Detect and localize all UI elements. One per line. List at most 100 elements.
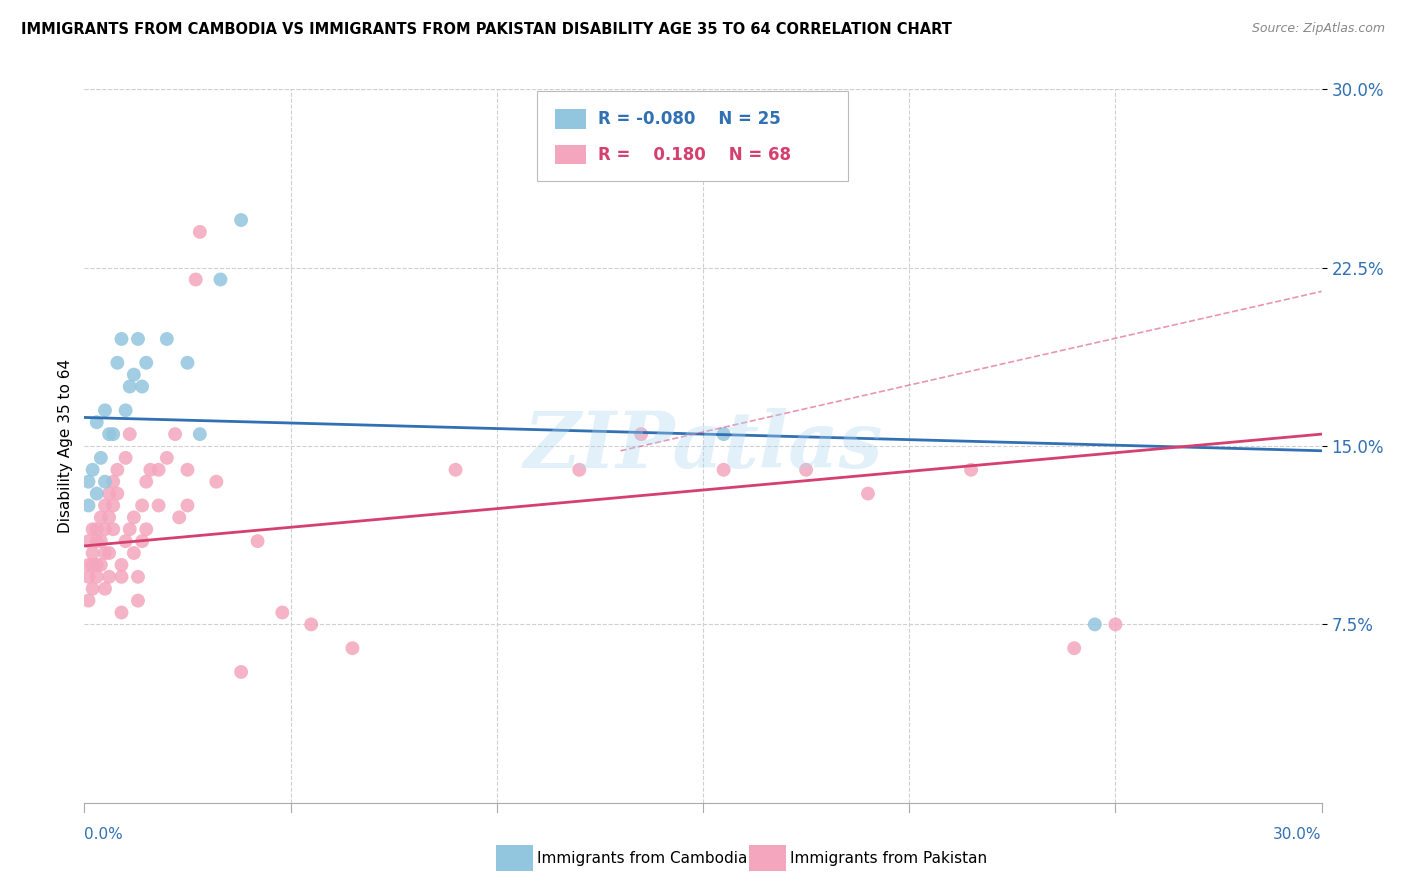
- Point: [77, 499, 100, 513]
- Point: [127, 593, 149, 607]
- Point: [86, 486, 108, 500]
- Point: [98, 510, 121, 524]
- Point: [103, 499, 125, 513]
- Point: [131, 379, 153, 393]
- Point: [82, 558, 104, 572]
- Point: [135, 522, 157, 536]
- Point: [960, 463, 983, 477]
- Point: [114, 534, 136, 549]
- Point: [342, 641, 364, 656]
- Point: [94, 475, 117, 489]
- Point: [77, 570, 100, 584]
- Point: [86, 522, 108, 536]
- Point: [167, 510, 190, 524]
- Point: [82, 463, 104, 477]
- Point: [122, 510, 145, 524]
- Point: [148, 463, 170, 477]
- Point: [94, 499, 117, 513]
- Point: [114, 450, 136, 465]
- Point: [127, 570, 149, 584]
- Point: [118, 379, 141, 393]
- Point: [148, 499, 170, 513]
- Point: [713, 463, 735, 477]
- Point: [444, 463, 467, 477]
- Point: [229, 213, 252, 227]
- Point: [105, 486, 128, 500]
- Text: 30.0%: 30.0%: [1274, 827, 1322, 841]
- Point: [114, 403, 136, 417]
- Point: [131, 499, 153, 513]
- Point: [77, 534, 100, 549]
- Point: [131, 534, 153, 549]
- Text: 0.0%: 0.0%: [84, 827, 124, 841]
- Point: [110, 332, 132, 346]
- Point: [568, 463, 591, 477]
- Point: [86, 415, 108, 429]
- Point: [856, 486, 879, 500]
- Text: Immigrants from Cambodia: Immigrants from Cambodia: [537, 851, 748, 865]
- Point: [82, 582, 104, 596]
- Point: [188, 427, 211, 442]
- Text: R = -0.080    N = 25: R = -0.080 N = 25: [598, 110, 780, 128]
- Point: [118, 427, 141, 442]
- Point: [713, 427, 735, 442]
- Y-axis label: Disability Age 35 to 64: Disability Age 35 to 64: [58, 359, 73, 533]
- Point: [110, 606, 132, 620]
- Point: [135, 356, 157, 370]
- Point: [139, 463, 162, 477]
- Point: [184, 272, 207, 286]
- Point: [209, 272, 232, 286]
- Point: [205, 475, 228, 489]
- Point: [156, 332, 179, 346]
- Point: [90, 558, 112, 572]
- Point: [1063, 641, 1085, 656]
- Point: [794, 463, 817, 477]
- Point: [1104, 617, 1126, 632]
- Point: [110, 558, 132, 572]
- Text: ZIPatlas: ZIPatlas: [523, 408, 883, 484]
- Point: [94, 522, 117, 536]
- Point: [135, 475, 157, 489]
- Point: [122, 368, 145, 382]
- Point: [229, 665, 252, 679]
- Point: [90, 510, 112, 524]
- Point: [90, 534, 112, 549]
- Point: [77, 475, 100, 489]
- Point: [82, 546, 104, 560]
- Point: [299, 617, 322, 632]
- Text: Source: ZipAtlas.com: Source: ZipAtlas.com: [1251, 22, 1385, 36]
- Point: [165, 427, 187, 442]
- Text: Immigrants from Pakistan: Immigrants from Pakistan: [790, 851, 987, 865]
- Point: [77, 593, 100, 607]
- Point: [94, 546, 117, 560]
- Point: [105, 463, 128, 477]
- Point: [176, 499, 198, 513]
- Point: [90, 450, 112, 465]
- Text: R =    0.180    N = 68: R = 0.180 N = 68: [598, 145, 790, 163]
- Point: [176, 356, 198, 370]
- Point: [127, 332, 149, 346]
- Point: [94, 403, 117, 417]
- Point: [86, 570, 108, 584]
- Point: [118, 522, 141, 536]
- Point: [86, 558, 108, 572]
- Point: [98, 427, 121, 442]
- Point: [122, 546, 145, 560]
- Point: [271, 606, 294, 620]
- Point: [86, 534, 108, 549]
- Point: [105, 356, 128, 370]
- Point: [188, 225, 211, 239]
- Point: [630, 427, 652, 442]
- Point: [1084, 617, 1107, 632]
- Point: [94, 582, 117, 596]
- Point: [103, 475, 125, 489]
- Point: [156, 450, 179, 465]
- Point: [176, 463, 198, 477]
- Point: [103, 427, 125, 442]
- Point: [246, 534, 269, 549]
- Point: [77, 558, 100, 572]
- Text: IMMIGRANTS FROM CAMBODIA VS IMMIGRANTS FROM PAKISTAN DISABILITY AGE 35 TO 64 COR: IMMIGRANTS FROM CAMBODIA VS IMMIGRANTS F…: [21, 22, 952, 37]
- Point: [98, 570, 121, 584]
- Point: [98, 546, 121, 560]
- Point: [82, 522, 104, 536]
